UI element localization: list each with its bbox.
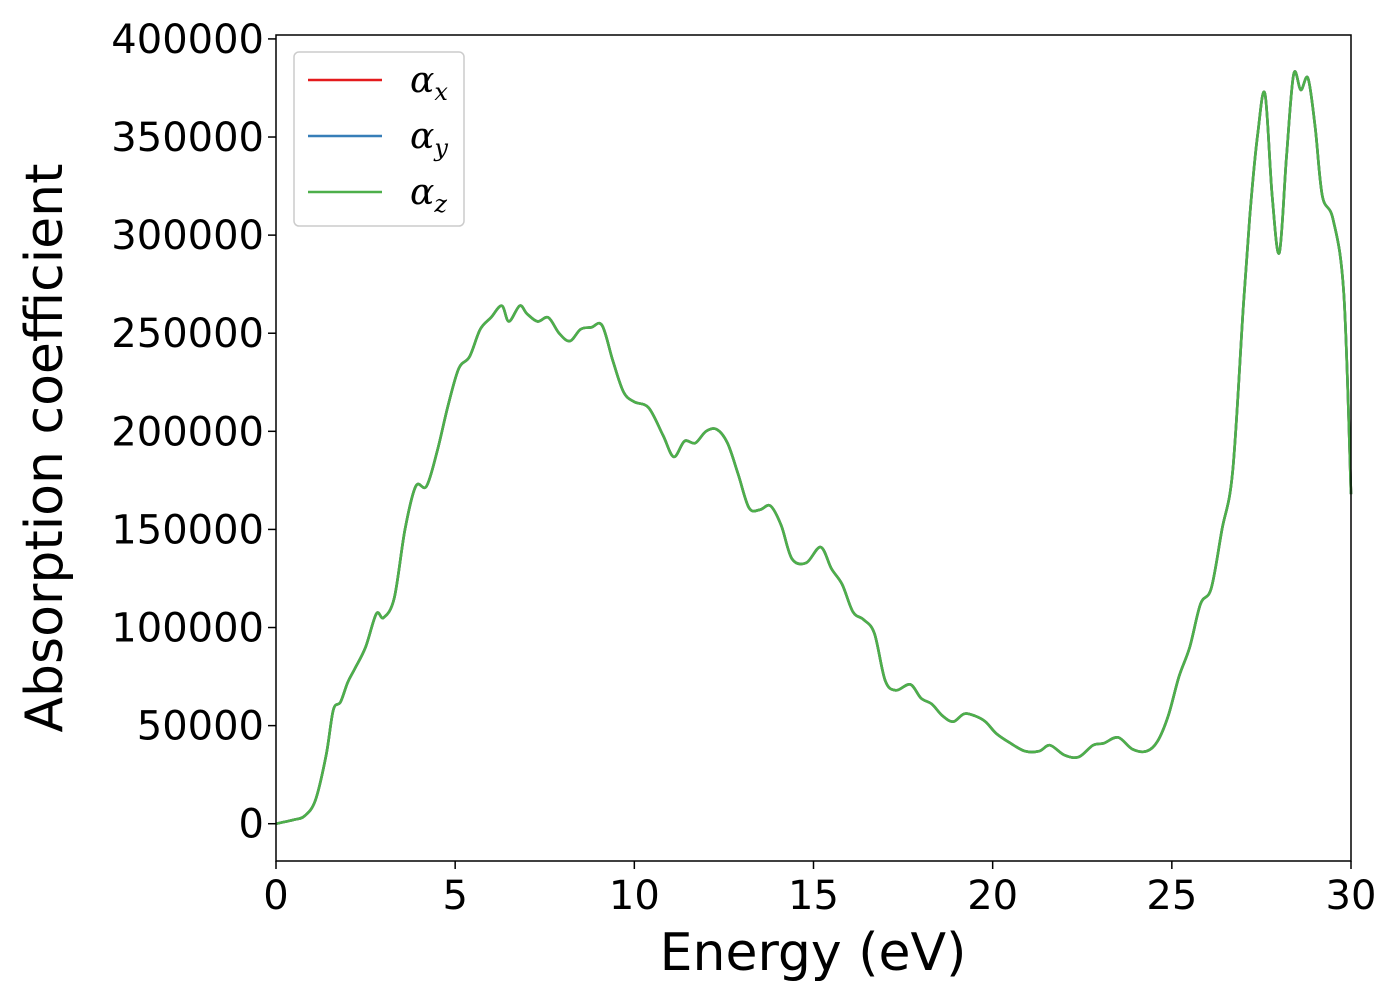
x-tick-label: 25 [1146,873,1197,919]
legend-label-y: αy [410,116,448,162]
x-axis: 0 5 10 15 20 25 30 [263,861,1376,919]
y-axis-title: Absorption coefficient [15,163,75,732]
x-tick-label: 30 [1326,873,1377,919]
y-axis: 0 50000 100000 150000 200000 250000 300000 3500… [111,17,276,848]
legend-box [293,51,465,227]
legend: αx αy αz [293,51,465,227]
legend-label-z: αz [410,172,447,218]
x-axis-title: Energy (eV) [660,923,967,983]
y-tick-label: 50000 [137,704,264,750]
x-tick-label: 20 [967,873,1018,919]
x-tick-label: 10 [609,873,660,919]
y-tick-label: 0 [239,802,264,848]
legend-label-x: αx [410,60,448,106]
series-line-z [275,70,1353,825]
x-tick-label: 5 [442,873,467,919]
series-layer [275,70,1353,825]
y-tick-label: 100000 [111,606,264,652]
y-tick-label: 250000 [111,311,264,357]
x-tick-label: 0 [263,873,288,919]
x-tick-label: 15 [788,873,839,919]
y-tick-label: 150000 [111,507,264,553]
y-tick-label: 400000 [111,17,264,63]
y-tick-label: 200000 [111,409,264,455]
y-tick-label: 300000 [111,213,264,259]
y-tick-label: 350000 [111,115,264,161]
